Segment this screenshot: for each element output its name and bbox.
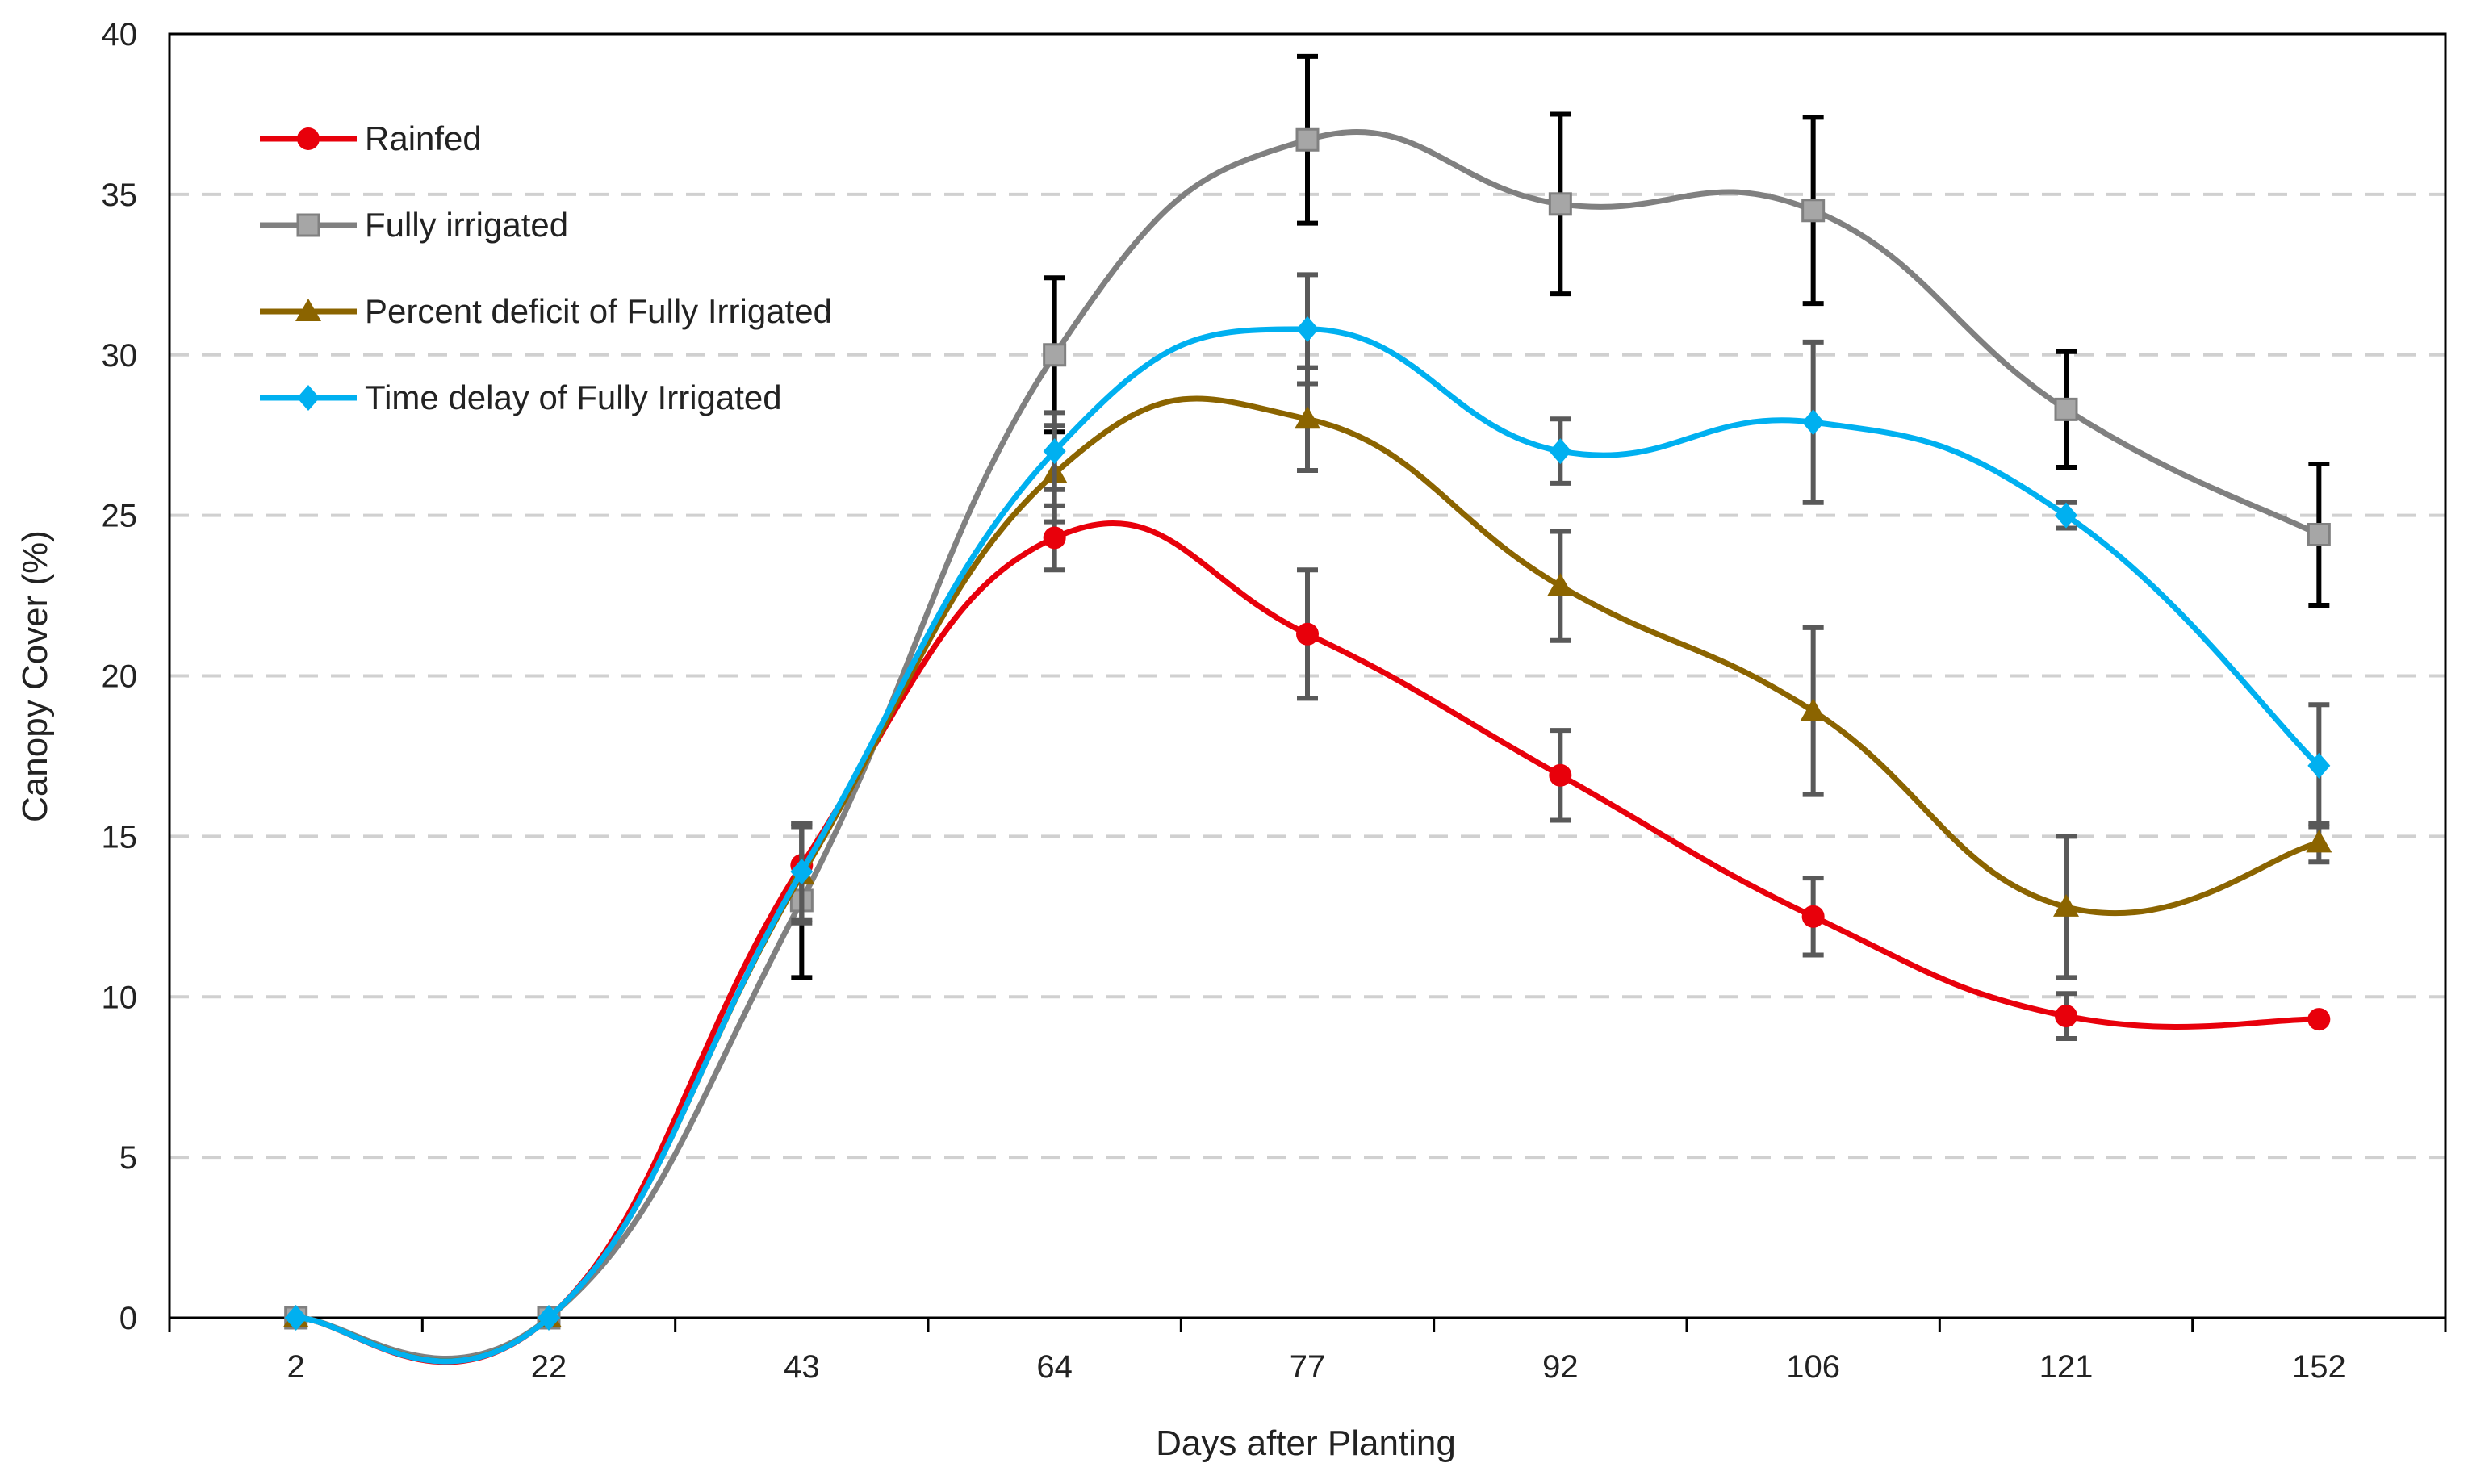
data-point: [1547, 573, 1574, 596]
legend-swatch-marker: [297, 385, 320, 411]
data-point: [1548, 192, 1572, 216]
legend-label: Percent deficit of Fully Irrigated: [365, 292, 832, 330]
series-time-delay-of-fully-irrigated: [284, 272, 2331, 1365]
series-line: [295, 129, 2320, 1362]
data-point: [1549, 438, 1572, 465]
data-point: [1800, 698, 1826, 721]
data-point: [2307, 522, 2331, 546]
x-axis-title: Days after Planting: [1156, 1423, 1456, 1463]
legend-item: Percent deficit of Fully Irrigated: [260, 292, 832, 330]
legend-label: Rainfed: [365, 119, 482, 157]
data-point: [2053, 893, 2079, 917]
series-rainfed: [284, 503, 2331, 1365]
data-point: [1801, 905, 1825, 928]
legend-item: Rainfed: [260, 119, 482, 157]
y-tick-label: 10: [102, 980, 138, 1015]
data-point: [1043, 526, 1066, 550]
plot-frame: [168, 32, 2447, 1319]
data-point: [538, 1305, 560, 1331]
x-tick-label: 121: [2039, 1349, 2094, 1385]
legend-swatch-marker: [296, 213, 320, 237]
data-point: [1043, 343, 1067, 367]
y-tick-label: 0: [119, 1301, 137, 1336]
data-point: [1295, 127, 1320, 152]
data-point: [2307, 1008, 2331, 1031]
legend-label: Fully irrigated: [365, 206, 568, 244]
x-tick-label: 64: [1036, 1349, 1073, 1385]
legend: Rainfed Fully irrigated Percent deficit of…: [260, 119, 832, 416]
data-point: [284, 1305, 307, 1331]
data-point: [2054, 397, 2078, 421]
data-point: [2307, 752, 2331, 779]
data-point: [1295, 406, 1320, 429]
x-tick-label: 2: [287, 1349, 305, 1385]
y-tick-label: 5: [119, 1140, 137, 1176]
x-tick-label: 92: [1542, 1349, 1579, 1385]
y-tick-label: 25: [102, 499, 138, 534]
data-point: [1296, 622, 1319, 646]
x-tick-label: 77: [1290, 1349, 1326, 1385]
data-point: [1043, 438, 1066, 465]
data-point: [1801, 199, 1826, 223]
y-tick-label: 35: [102, 178, 138, 213]
x-tick-label: 152: [2292, 1349, 2346, 1385]
data-point: [1801, 409, 1825, 436]
y-tick-label: 40: [102, 17, 138, 52]
series-line: [295, 326, 2321, 1365]
y-axis-title: Canopy Cover (%): [15, 530, 55, 822]
data-point: [2055, 502, 2077, 529]
data-point: [1296, 316, 1319, 342]
legend-item: Fully irrigated: [260, 206, 568, 244]
legend-swatch-marker: [297, 127, 320, 150]
data-point: [2055, 1005, 2077, 1028]
x-tick-label: 106: [1786, 1349, 1840, 1385]
data-point: [2306, 830, 2332, 853]
y-tick-label: 15: [102, 819, 138, 855]
data-point: [790, 859, 814, 885]
y-tick-label: 30: [102, 338, 138, 374]
legend-swatch-marker: [295, 299, 321, 321]
x-tick-label: 43: [784, 1349, 820, 1385]
data-point: [1549, 763, 1572, 787]
legend-item: Time delay of Fully Irrigated: [260, 378, 782, 416]
legend-label: Time delay of Fully Irrigated: [365, 378, 782, 416]
y-tick-label: 20: [102, 659, 138, 695]
series-fully-irrigated: [284, 53, 2331, 1362]
x-tick-label: 22: [531, 1349, 567, 1385]
series-group: [282, 53, 2332, 1365]
series-line: [295, 395, 2320, 1365]
